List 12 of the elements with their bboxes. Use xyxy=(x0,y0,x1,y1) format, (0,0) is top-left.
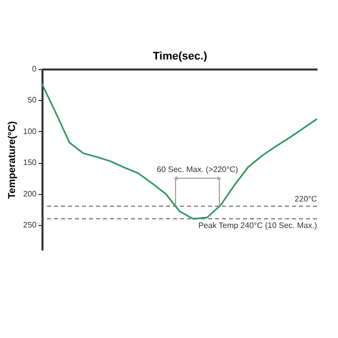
annotation: 60 Sec. Max. (>220°C) xyxy=(156,165,238,174)
y-tick-label: 0 xyxy=(32,64,38,74)
y-tick-label: 250 xyxy=(23,220,38,230)
line-series xyxy=(41,83,318,220)
y-tick-label: 200 xyxy=(23,189,38,198)
y-axis-title: Temperature(°C) xyxy=(7,121,18,199)
ref-line-label: Peak Temp 240°C (10 Sec. Max.) xyxy=(198,220,318,230)
y-tick-label: 100 xyxy=(23,126,38,136)
ref-line-label: 220°C xyxy=(294,194,318,204)
x-axis-title: Time(sec.) xyxy=(152,50,208,62)
y-tick-label: 50 xyxy=(28,96,38,105)
y-tick-label: 150 xyxy=(23,158,38,168)
